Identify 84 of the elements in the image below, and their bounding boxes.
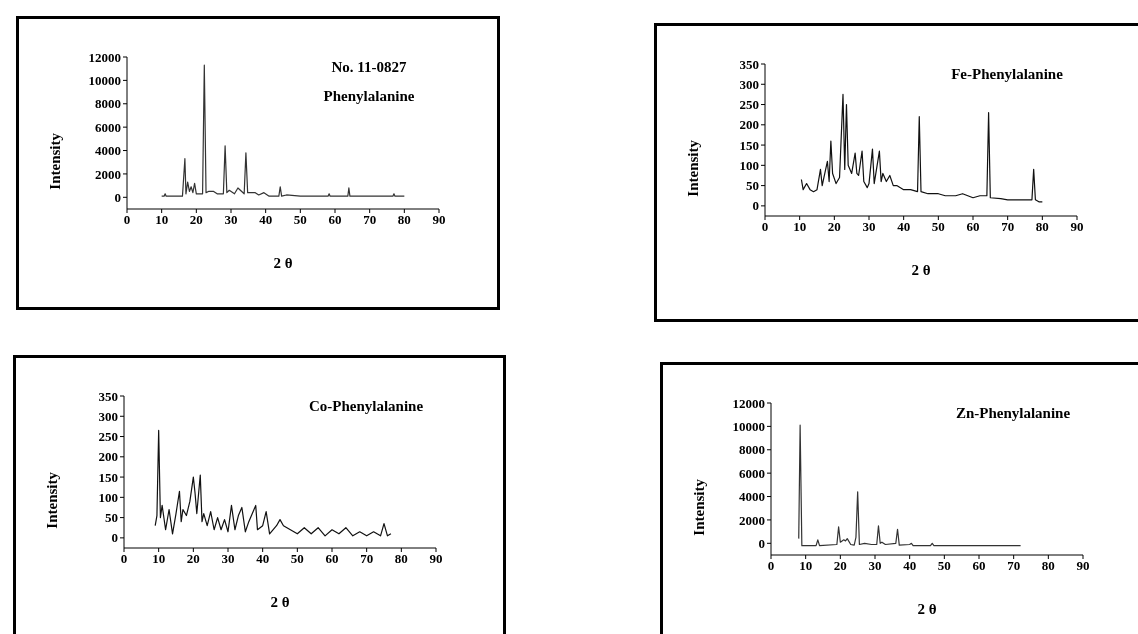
chart-title: Fe-Phenylalanine bbox=[950, 66, 1064, 83]
x-tick-label: 60 bbox=[966, 219, 980, 235]
x-tick-label: 30 bbox=[224, 212, 238, 228]
x-tick-label: 10 bbox=[155, 212, 169, 228]
x-tick-label: 60 bbox=[328, 212, 342, 228]
x-tick-label: 10 bbox=[799, 558, 813, 574]
x-tick-label: 30 bbox=[221, 551, 235, 567]
y-tick-label: 4000 bbox=[95, 143, 121, 159]
x-tick-label: 80 bbox=[397, 212, 411, 228]
y-tick-label: 150 bbox=[739, 137, 759, 153]
y-axis-title: Intensity bbox=[691, 478, 708, 536]
x-tick-label: 60 bbox=[325, 551, 339, 567]
x-tick-label: 20 bbox=[189, 212, 203, 228]
x-tick-label: 10 bbox=[152, 551, 166, 567]
x-tick-label: 60 bbox=[972, 558, 986, 574]
y-tick-label: 50 bbox=[105, 510, 118, 526]
y-tick-label: 100 bbox=[739, 157, 759, 173]
x-tick-label: 90 bbox=[1070, 219, 1084, 235]
x-tick-label: 20 bbox=[186, 551, 200, 567]
x-axis-title: 2 θ bbox=[273, 254, 293, 271]
x-tick-label: 50 bbox=[931, 219, 945, 235]
y-tick-label: 100 bbox=[98, 489, 118, 505]
y-tick-label: 50 bbox=[746, 178, 759, 194]
x-axis-title: 2 θ bbox=[911, 261, 931, 278]
y-tick-label: 12000 bbox=[732, 395, 765, 411]
x-tick-label: 70 bbox=[363, 212, 377, 228]
x-tick-label: 10 bbox=[793, 219, 807, 235]
y-tick-label: 2000 bbox=[739, 512, 765, 528]
x-tick-label: 20 bbox=[833, 558, 847, 574]
y-tick-label: 0 bbox=[114, 189, 121, 205]
x-axis-title: 2 θ bbox=[270, 593, 290, 610]
y-tick-label: 6000 bbox=[95, 119, 121, 135]
line-series bbox=[154, 429, 392, 537]
y-tick-label: 300 bbox=[739, 76, 759, 92]
y-tick-label: 2000 bbox=[95, 166, 121, 182]
x-tick-label: 70 bbox=[1007, 558, 1021, 574]
x-tick-label: 80 bbox=[1035, 219, 1049, 235]
y-axis-title: Intensity bbox=[47, 132, 64, 190]
y-tick-label: 8000 bbox=[95, 96, 121, 112]
y-axis-title: Intensity bbox=[685, 139, 702, 197]
x-axis-title: 2 θ bbox=[917, 600, 937, 617]
y-tick-label: 250 bbox=[739, 97, 759, 113]
y-tick-label: 350 bbox=[98, 388, 118, 404]
x-tick-label: 80 bbox=[1041, 558, 1055, 574]
x-tick-label: 90 bbox=[429, 551, 443, 567]
y-tick-label: 10000 bbox=[732, 419, 765, 434]
y-tick-label: 250 bbox=[98, 429, 118, 445]
x-tick-label: 30 bbox=[862, 219, 876, 235]
y-tick-label: 350 bbox=[739, 56, 759, 72]
y-tick-label: 200 bbox=[739, 117, 759, 133]
x-tick-label: 50 bbox=[290, 551, 304, 567]
y-axis-title: Intensity bbox=[44, 471, 61, 529]
line-series bbox=[800, 93, 1043, 203]
chart-title: No. 11-0827 bbox=[330, 59, 408, 76]
x-tick-label: 40 bbox=[897, 219, 911, 235]
x-tick-label: 80 bbox=[394, 551, 408, 567]
y-tick-label: 4000 bbox=[739, 489, 765, 505]
x-tick-label: 70 bbox=[1001, 219, 1015, 235]
x-tick-label: 40 bbox=[903, 558, 917, 574]
y-tick-label: 0 bbox=[758, 535, 765, 551]
y-tick-label: 0 bbox=[752, 198, 759, 214]
x-tick-label: 40 bbox=[259, 212, 273, 228]
y-tick-label: 0 bbox=[111, 530, 118, 546]
x-tick-label: 20 bbox=[827, 219, 841, 235]
x-tick-label: 90 bbox=[1076, 558, 1090, 574]
x-tick-label: 90 bbox=[432, 212, 446, 228]
y-tick-label: 300 bbox=[98, 408, 118, 424]
x-tick-label: 50 bbox=[293, 212, 307, 228]
chart-title: Co-Phenylalanine bbox=[307, 398, 425, 415]
y-tick-label: 200 bbox=[98, 449, 118, 465]
y-tick-label: 150 bbox=[98, 469, 118, 485]
y-tick-label: 12000 bbox=[88, 49, 121, 65]
text: Phenylalanine bbox=[322, 88, 416, 105]
line-series bbox=[798, 424, 1022, 547]
y-tick-label: 8000 bbox=[739, 442, 765, 458]
x-tick-label: 50 bbox=[937, 558, 951, 574]
x-tick-label: 0 bbox=[123, 212, 131, 228]
y-tick-label: 10000 bbox=[88, 73, 121, 88]
x-tick-label: 30 bbox=[868, 558, 882, 574]
chart-title: Zn-Phenylalanine bbox=[954, 405, 1072, 422]
y-tick-label: 6000 bbox=[739, 465, 765, 481]
x-tick-label: 40 bbox=[256, 551, 270, 567]
x-tick-label: 70 bbox=[360, 551, 374, 567]
x-tick-label: 0 bbox=[767, 558, 775, 574]
